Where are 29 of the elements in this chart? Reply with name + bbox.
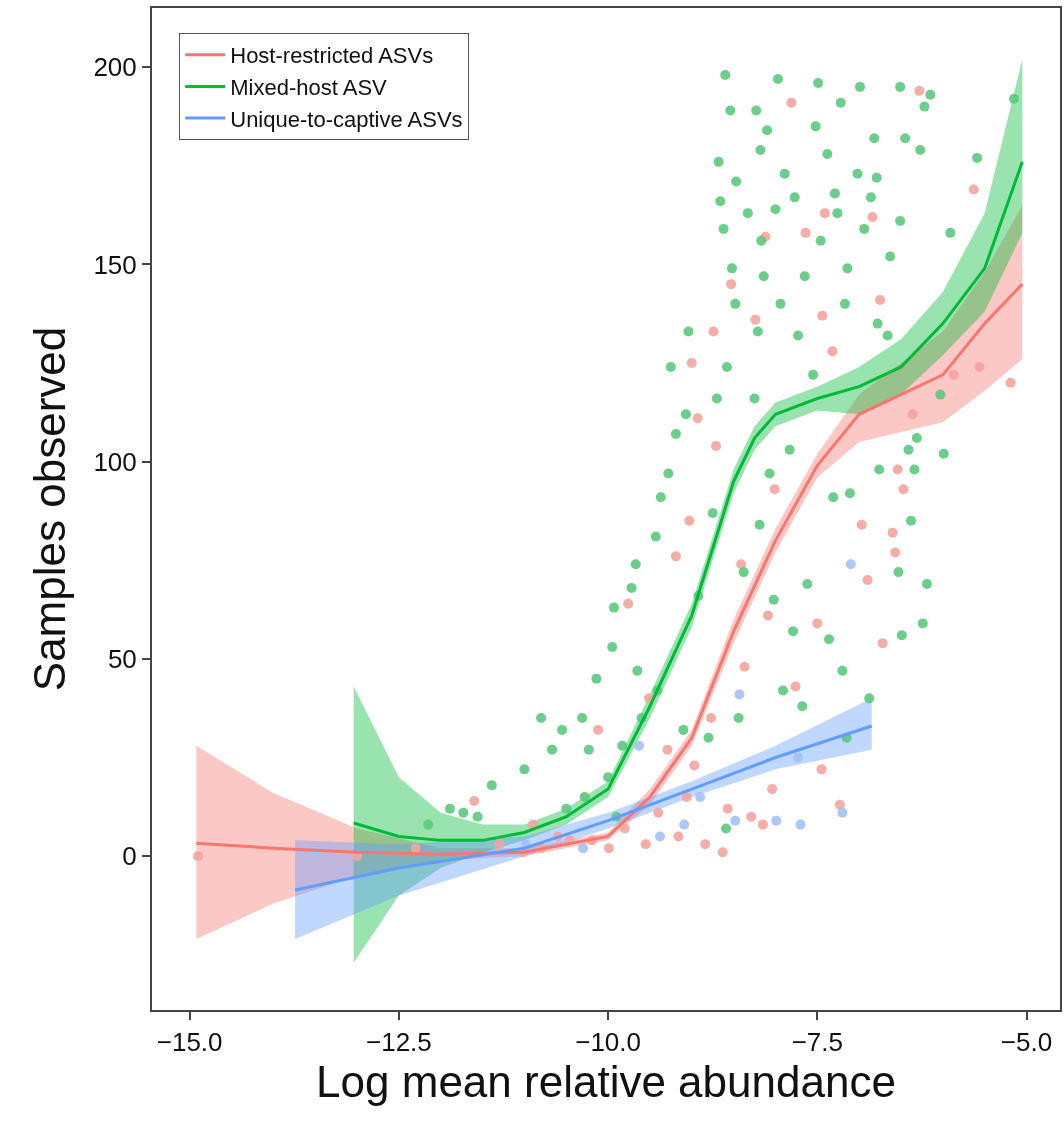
point <box>654 831 665 842</box>
y-axis-title: Samples observed <box>25 326 75 692</box>
point <box>577 843 588 854</box>
point <box>730 815 741 826</box>
y-tick-label: 0 <box>122 841 137 872</box>
x-axis-title: Log mean relative abundance <box>316 1057 896 1107</box>
point <box>795 819 806 830</box>
point <box>679 819 690 830</box>
point <box>734 689 745 700</box>
legend-label: Mixed-host ASV <box>230 75 388 101</box>
point <box>837 807 848 818</box>
y-tick-label: 50 <box>107 644 137 675</box>
point <box>793 752 804 763</box>
x-tick-label: −12.5 <box>365 1027 432 1058</box>
x-tick-label: −10.0 <box>575 1027 641 1058</box>
legend-label: Unique-to-captive ASVs <box>230 106 463 132</box>
point <box>634 740 645 751</box>
point <box>771 815 782 826</box>
y-tick-label: 150 <box>93 249 137 280</box>
y-tick-label: 200 <box>93 52 137 83</box>
point <box>845 559 856 570</box>
line-series <box>352 160 1024 842</box>
legend-label: Host-restricted ASVs <box>230 43 434 69</box>
x-tick-label: −7.5 <box>791 1027 843 1058</box>
line-series <box>293 724 874 892</box>
point <box>695 791 706 802</box>
x-tick-label: −15.0 <box>156 1027 223 1058</box>
y-tick-label: 100 <box>93 446 137 477</box>
x-tick-label: −5.0 <box>1000 1027 1053 1058</box>
